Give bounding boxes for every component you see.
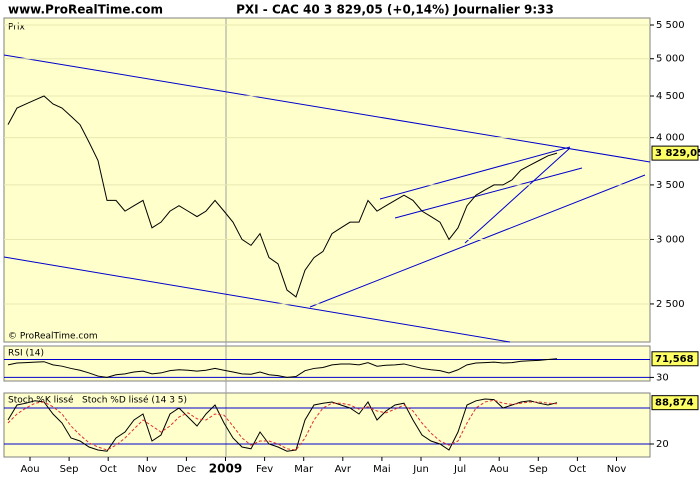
last-value-label: 71,568 bbox=[655, 354, 694, 365]
y-tick-label: 30 bbox=[656, 372, 669, 383]
x-tick-label: Nov bbox=[607, 464, 627, 475]
x-tick-label: Aou bbox=[20, 464, 39, 475]
x-tick-label: Oct bbox=[100, 464, 117, 475]
y-tick-label: 20 bbox=[656, 439, 669, 450]
trendline bbox=[3, 256, 511, 343]
site-name: www.ProRealTime.com bbox=[8, 3, 163, 17]
data-line bbox=[7, 399, 558, 451]
trendline bbox=[309, 174, 646, 308]
x-tick-label: Nov bbox=[138, 464, 158, 475]
x-tick-label: Mar bbox=[294, 464, 314, 475]
x-tick-label: Dec bbox=[177, 464, 196, 475]
x-tick-label: Avr bbox=[335, 464, 352, 475]
x-tick-label: Sep bbox=[529, 464, 548, 475]
trendline bbox=[379, 146, 571, 200]
last-value-box bbox=[651, 145, 699, 161]
trendlines bbox=[3, 54, 651, 343]
x-tick-label: 2009 bbox=[209, 462, 242, 476]
legend-entry: Stoch %D lissé (14 3 5) bbox=[82, 395, 187, 406]
copyright: © ProRealTime.com bbox=[8, 332, 98, 342]
panel-label: RSI (14) bbox=[8, 349, 44, 359]
legend-entry: Stoch %K lissé bbox=[8, 395, 74, 406]
y-tick-label: 5 500 bbox=[656, 20, 685, 31]
data-line bbox=[7, 398, 558, 452]
y-tick-label: 4 000 bbox=[656, 133, 685, 144]
data-line bbox=[7, 95, 558, 298]
panel-label: Prix bbox=[8, 23, 25, 33]
chart-title: PXI - CAC 40 3 829,05 (+0,14%) Journalie… bbox=[236, 3, 554, 17]
trendline bbox=[394, 167, 583, 219]
x-tick-label: Mai bbox=[373, 464, 391, 475]
x-tick-label: Fev bbox=[256, 464, 273, 475]
last-value-label: 3 829,05 bbox=[655, 148, 700, 159]
y-tick-label: 3 000 bbox=[656, 234, 685, 245]
x-tick-label: Oct bbox=[569, 464, 586, 475]
x-tick-label: Aou bbox=[490, 464, 509, 475]
trendline bbox=[3, 54, 651, 163]
trendline bbox=[464, 147, 571, 244]
last-value-box bbox=[651, 395, 699, 411]
x-tick-label: Jun bbox=[412, 464, 429, 475]
y-tick-label: 2 500 bbox=[656, 299, 685, 310]
x-tick-label: Sep bbox=[60, 464, 79, 475]
price-panel bbox=[3, 17, 651, 343]
x-tick-label: Jul bbox=[453, 464, 466, 475]
y-tick-label: 3 500 bbox=[656, 180, 685, 191]
y-tick-label: 5 000 bbox=[656, 54, 685, 65]
last-value-label: 88,874 bbox=[655, 398, 694, 409]
y-tick-label: 4 500 bbox=[656, 91, 685, 102]
data-line bbox=[7, 358, 558, 378]
rsi-panel bbox=[3, 345, 651, 382]
last-value-box bbox=[651, 351, 699, 367]
